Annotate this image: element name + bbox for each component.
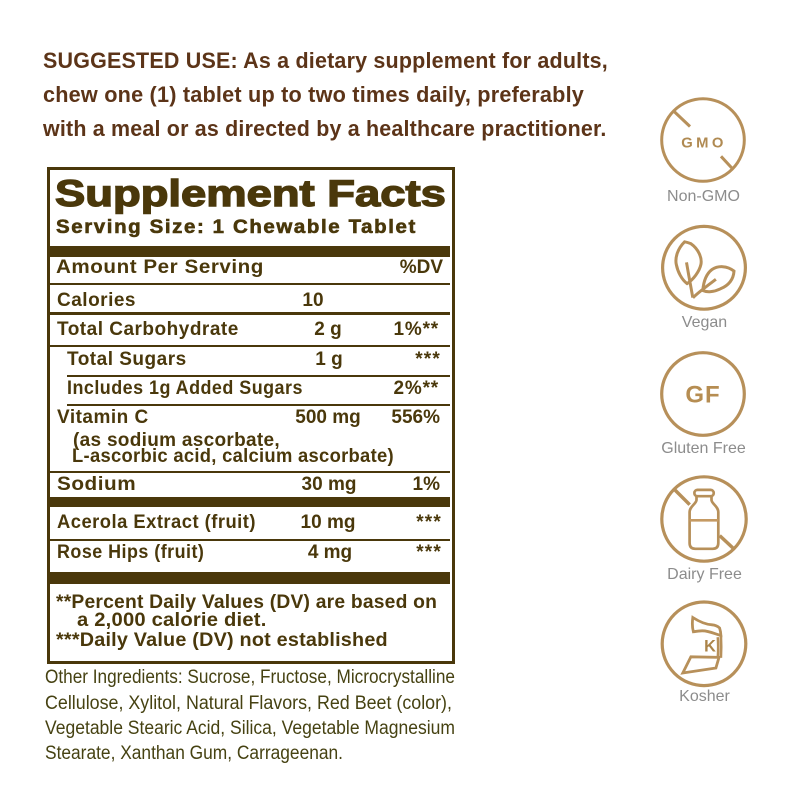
svg-text:GMO: GMO xyxy=(681,136,727,152)
svg-text:GF: GF xyxy=(685,382,720,409)
svg-text:K: K xyxy=(704,637,716,655)
